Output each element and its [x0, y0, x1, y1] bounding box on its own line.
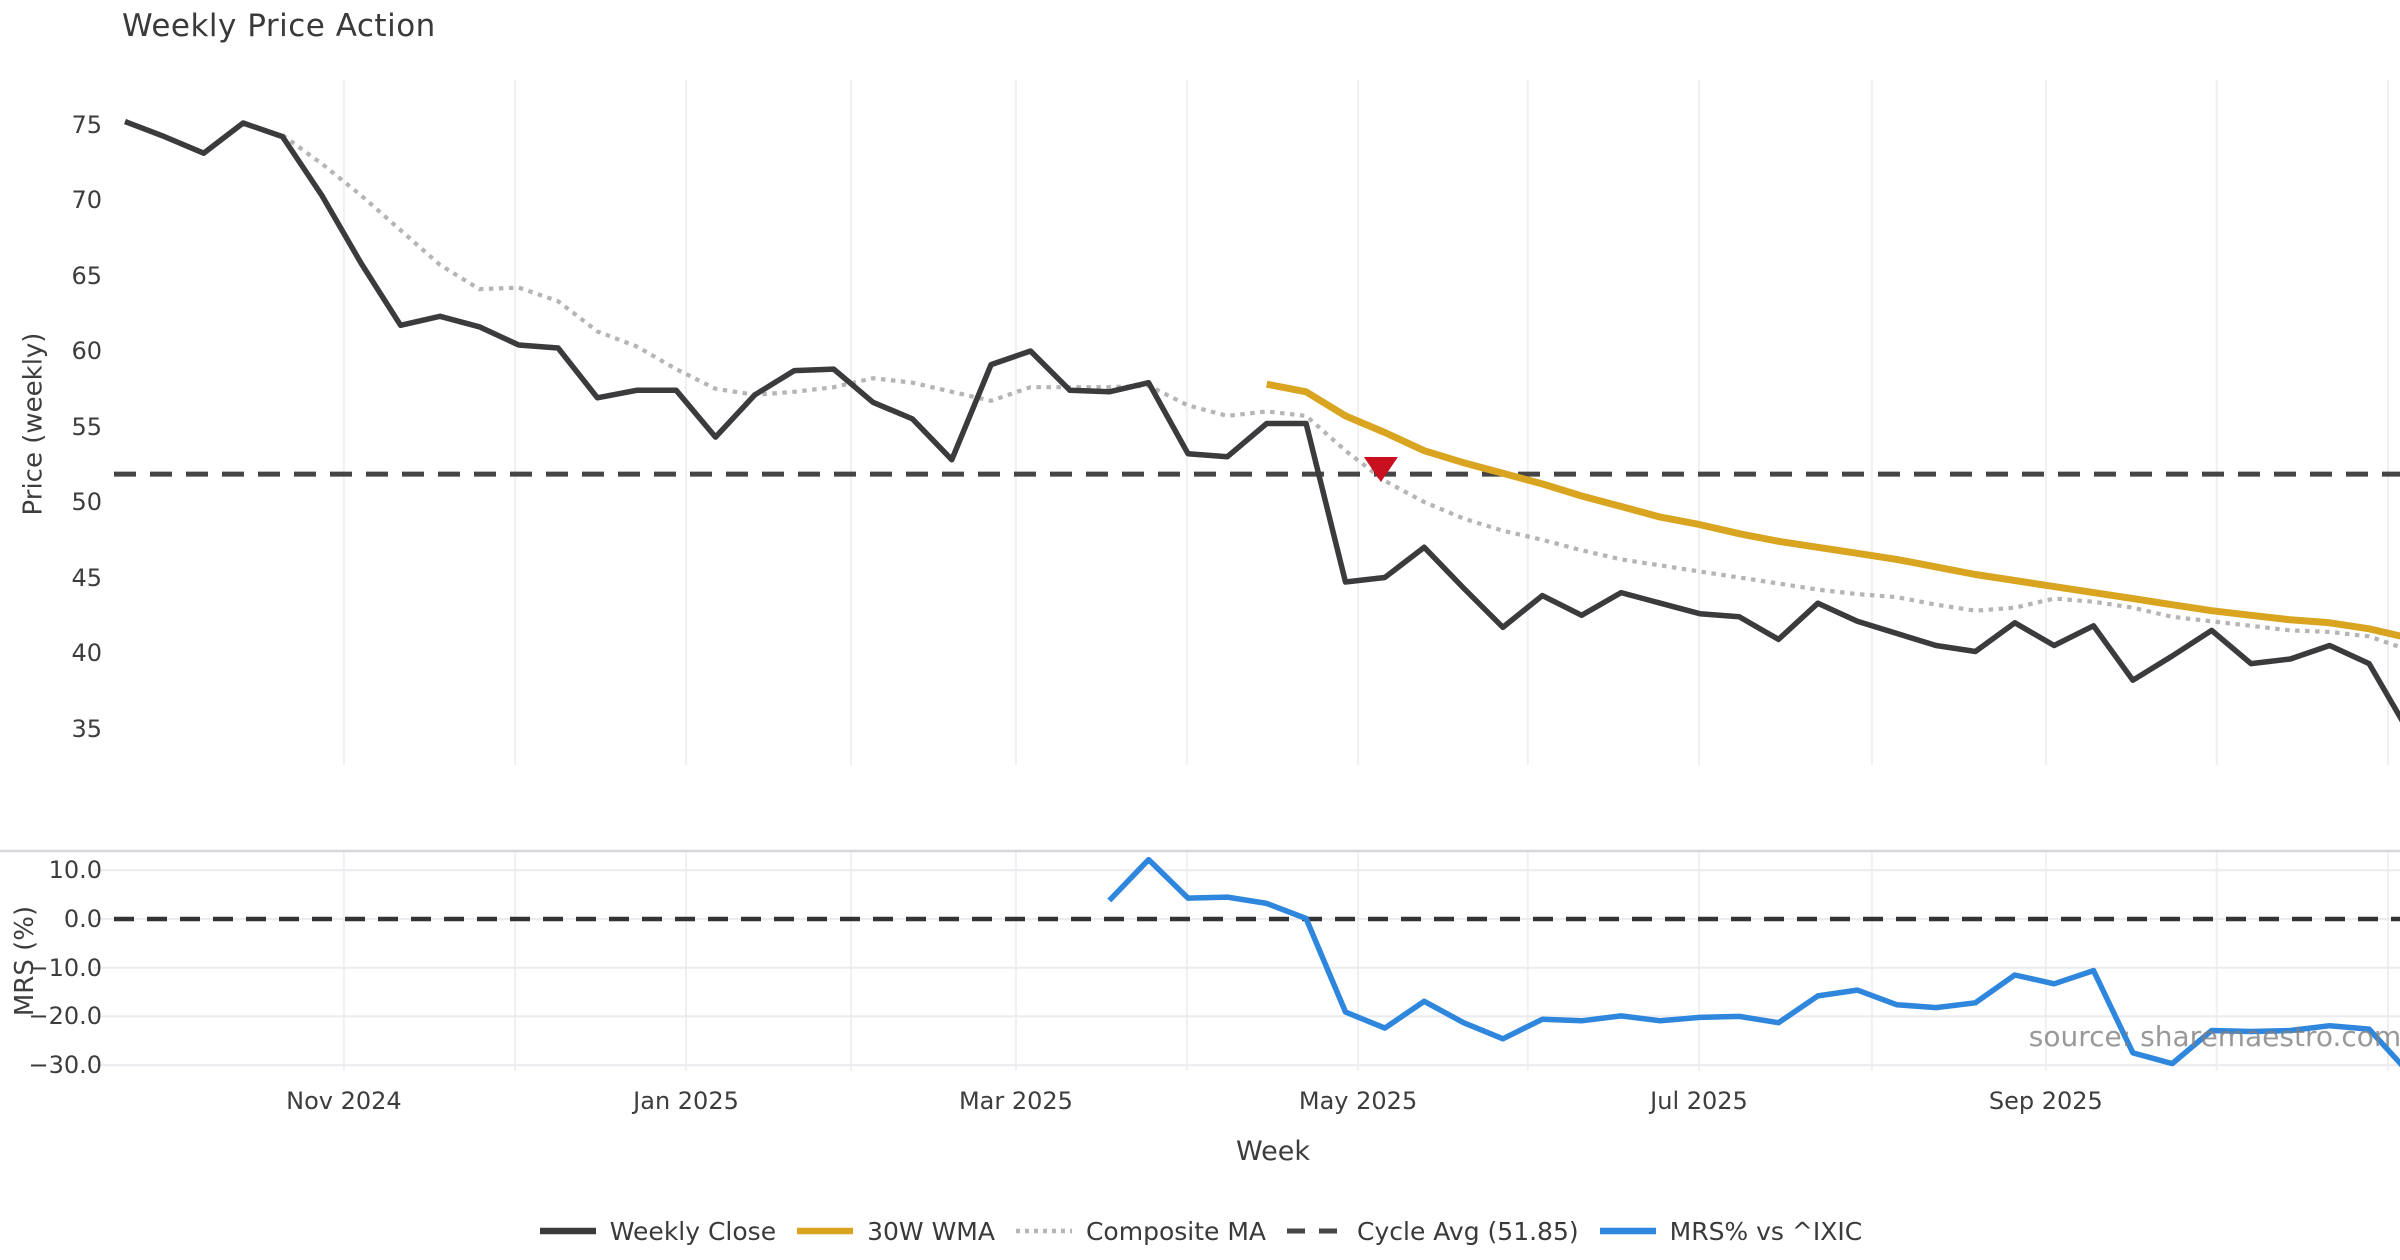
price-y-tick-label: 70	[71, 186, 102, 214]
legend-item-cycle-avg-51-85: Cycle Avg (51.85)	[1285, 1217, 1579, 1246]
x-tick-label: Nov 2024	[286, 1087, 402, 1115]
price-y-tick-label: 40	[71, 639, 102, 667]
price-y-tick-label: 75	[71, 110, 102, 139]
legend-swatch-cycle-avg-51-85	[1287, 1228, 1344, 1234]
legend-label: Weekly Close	[609, 1216, 777, 1246]
price-y-tick-label: 65	[71, 261, 102, 290]
x-tick-label: Jul 2025	[1650, 1087, 1748, 1115]
mrs-y-tick-label: −20.0	[28, 1002, 102, 1031]
legend-swatch-weekly-close	[539, 1227, 596, 1235]
chart-title: Weekly Price Action	[122, 8, 436, 44]
mrs-y-tick-label: 10.0	[48, 856, 102, 885]
x-tick-label: Mar 2025	[958, 1087, 1073, 1115]
x-tick-label: Jan 2025	[633, 1087, 739, 1115]
mrs-vs-ixic-line	[1107, 856, 2400, 1068]
x-tick-label: Sep 2025	[1988, 1087, 2103, 1115]
red-triangle-marker	[1363, 457, 1398, 483]
legend-label: Cycle Avg (51.85)	[1357, 1216, 1579, 1246]
mrs-y-tick-label: −10.0	[28, 953, 102, 982]
x-tick-label: May 2025	[1298, 1087, 1418, 1115]
price-y-tick-label: 60	[71, 337, 102, 365]
legend-label: Composite MA	[1085, 1216, 1267, 1246]
weekly-close-line	[124, 118, 2400, 723]
price-y-tick-label: 35	[71, 714, 102, 743]
legend: Weekly Close 30W WMA Composite MA Cycle Avg…	[0, 1211, 2400, 1251]
price-y-tick-label: 50	[71, 488, 102, 516]
legend-item-weekly-close: Weekly Close	[538, 1217, 776, 1246]
mrs-y-tick-label: −30.0	[28, 1051, 102, 1080]
composite-ma-line	[281, 133, 2400, 650]
legend-swatch-mrs-vs-ixic	[1599, 1227, 1656, 1235]
30w-wma-line	[1266, 380, 2400, 640]
price-y-tick-label: 45	[71, 563, 102, 592]
legend-swatch-30w-wma	[797, 1227, 854, 1235]
x-axis-label: Week	[1236, 1136, 1310, 1167]
mrs-y-tick-label: 0.0	[63, 905, 102, 933]
legend-label: MRS% vs ^IXIC	[1669, 1216, 1863, 1246]
price-y-tick-label: 55	[71, 412, 102, 441]
legend-label: 30W WMA	[867, 1216, 995, 1246]
legend-item-composite-ma: Composite MA	[1014, 1217, 1266, 1246]
legend-swatch-composite-ma	[1015, 1228, 1072, 1234]
legend-item-30w-wma: 30W WMA	[795, 1217, 995, 1246]
watermark: source: sharemaestro.com	[2028, 1020, 2400, 1053]
legend-item-mrs-vs-ixic: MRS% vs ^IXIC	[1598, 1216, 1863, 1246]
